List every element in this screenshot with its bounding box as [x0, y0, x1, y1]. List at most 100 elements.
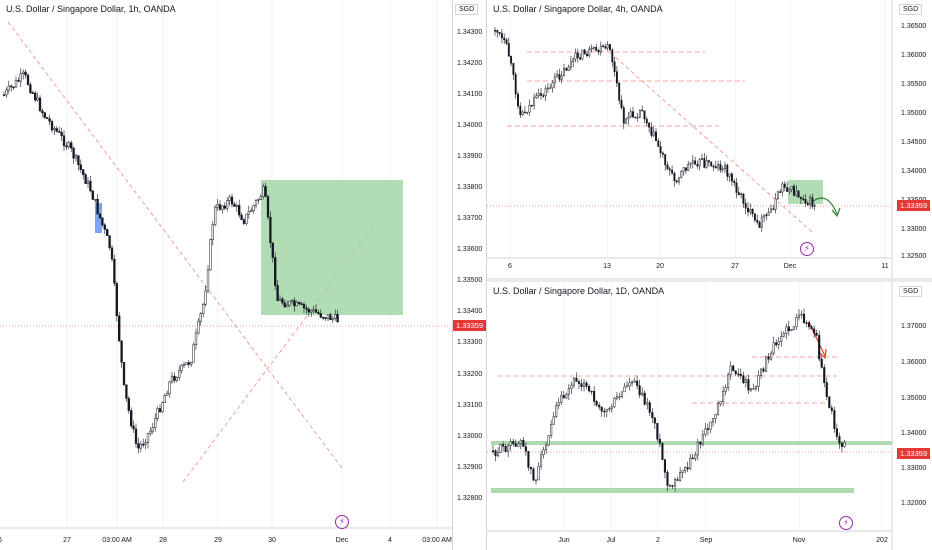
candle-body [507, 43, 510, 57]
candle-body [620, 391, 624, 397]
candle-body [646, 402, 649, 405]
candle-body [496, 30, 499, 33]
candle-body [274, 257, 277, 286]
candle-body [230, 196, 234, 205]
candle-body [98, 213, 102, 218]
candle-body [747, 207, 749, 213]
candle-body [72, 147, 75, 159]
candle-body [214, 206, 217, 225]
candle-body [317, 312, 320, 314]
candle-body [544, 88, 547, 97]
candle-body [139, 443, 142, 449]
candle-body [625, 118, 628, 124]
candle-body [734, 370, 737, 375]
candle-body [762, 368, 765, 372]
candle-body [115, 283, 118, 317]
candle-body [737, 373, 740, 376]
candle-body [524, 446, 527, 452]
candle-body [324, 317, 327, 319]
candle-body [810, 326, 813, 330]
pane-divider[interactable] [452, 0, 453, 550]
lightning-icon[interactable]: ⚡ [800, 242, 814, 256]
candle-body [785, 326, 788, 334]
candle-body [754, 386, 758, 389]
candle-body [537, 93, 540, 96]
chart-canvas-1h[interactable]: 27 03:00 AM 28 29 30 Dec 4 03:00 AM 6 [0, 0, 452, 550]
candle-body [53, 128, 56, 131]
candle-body [664, 154, 667, 166]
chart-pane-1h[interactable]: 27 03:00 AM 28 29 30 Dec 4 03:00 AM 6 U.S. Dolla… [0, 0, 452, 550]
candle-body [312, 309, 315, 312]
candle-body [533, 97, 536, 106]
y-axis-tick-label: 1.33700 [457, 215, 482, 222]
candle-body [549, 87, 552, 90]
candle-body [747, 379, 750, 391]
candle-body [192, 344, 195, 363]
chart-title-1h: U.S. Dollar / Singapore Dollar, 1h, OAND… [6, 4, 176, 14]
candle-body [727, 374, 730, 388]
candle-body [491, 450, 495, 452]
y-axis-tick-label: 1.32800 [457, 495, 482, 502]
candle-body [300, 303, 303, 305]
candle-body [581, 49, 584, 60]
candle-body [682, 167, 685, 172]
x-axis-tick-label: 28 [159, 537, 167, 544]
pane-divider[interactable] [487, 278, 932, 282]
candle-body [2, 94, 6, 97]
candle-body [605, 409, 608, 412]
support-zone [491, 441, 892, 445]
chart-pane-4h[interactable]: 6 13 20 27 Dec 11 1.36500 1.36000 1.35500 1.35000… [487, 0, 932, 278]
candle-body [774, 198, 777, 210]
candle-body [680, 171, 683, 178]
candle-body [84, 174, 87, 184]
candle-body [611, 49, 614, 63]
x-axis-tick-label: Jun [558, 537, 569, 544]
chart-pane-1d[interactable]: Jun Jul 2 Sep Nov 202 1.37000 1.36000 1.35000 1.3… [487, 282, 932, 550]
x-axis-tick-label: 13 [603, 263, 611, 270]
candle-body [221, 205, 224, 210]
candle-body [498, 32, 501, 34]
candle-body [684, 167, 687, 171]
x-axis-tick-label: Jul [607, 537, 616, 544]
lightning-icon[interactable]: ⚡ [839, 516, 853, 530]
candle-body [595, 401, 598, 406]
candle-body [618, 82, 621, 101]
chart-title-4h: U.S. Dollar / Singapore Dollar, 4h, OAND… [493, 4, 663, 14]
candle-body [674, 479, 677, 487]
y-axis-tick-label: 1.33200 [457, 371, 482, 378]
x-axis-tick-label: 11 [881, 263, 888, 270]
lightning-icon[interactable]: ⚡ [335, 515, 349, 529]
candle-body [557, 402, 560, 406]
candle-body [610, 406, 613, 409]
x-axis-tick-label: 6 [0, 537, 2, 544]
chart-canvas-1d[interactable]: Jun Jul 2 Sep Nov 202 1.37000 1.36000 1.35000 1.3… [487, 282, 932, 550]
candle-body [733, 180, 736, 183]
candle-body [60, 132, 63, 136]
candle-body [641, 392, 644, 396]
candle-body [775, 342, 778, 346]
candle-body [82, 169, 85, 175]
chart-canvas-4h[interactable]: 6 13 20 27 Dec 11 1.36500 1.36000 1.35500 1.35000… [487, 0, 932, 278]
candle-body [259, 196, 262, 200]
candle-body [704, 428, 707, 436]
x-axis-tick-label: Dec [784, 263, 797, 270]
candle-body [322, 316, 325, 319]
candle-body [749, 208, 752, 213]
price-axis-middle[interactable]: 1.34300 1.34200 1.34100 1.34000 1.33900 1.338… [453, 0, 486, 550]
candle-body [14, 80, 18, 88]
candle-body [567, 66, 570, 71]
y-axis-tick-label: 1.34000 [901, 168, 926, 175]
candle-body [48, 118, 51, 122]
price-axis-middle-canvas: 1.34300 1.34200 1.34100 1.34000 1.33900 1.338… [457, 29, 482, 502]
candle-body [666, 472, 669, 486]
candle-body [679, 472, 682, 481]
candle-body [671, 169, 674, 174]
trendline-down [7, 21, 343, 469]
pane-divider[interactable] [486, 0, 487, 550]
highlight-marker [95, 203, 102, 233]
candle-body [572, 377, 575, 386]
candle-body [643, 392, 646, 405]
candle-body [151, 427, 154, 432]
candle-body [250, 210, 253, 212]
candle-body [599, 45, 602, 53]
